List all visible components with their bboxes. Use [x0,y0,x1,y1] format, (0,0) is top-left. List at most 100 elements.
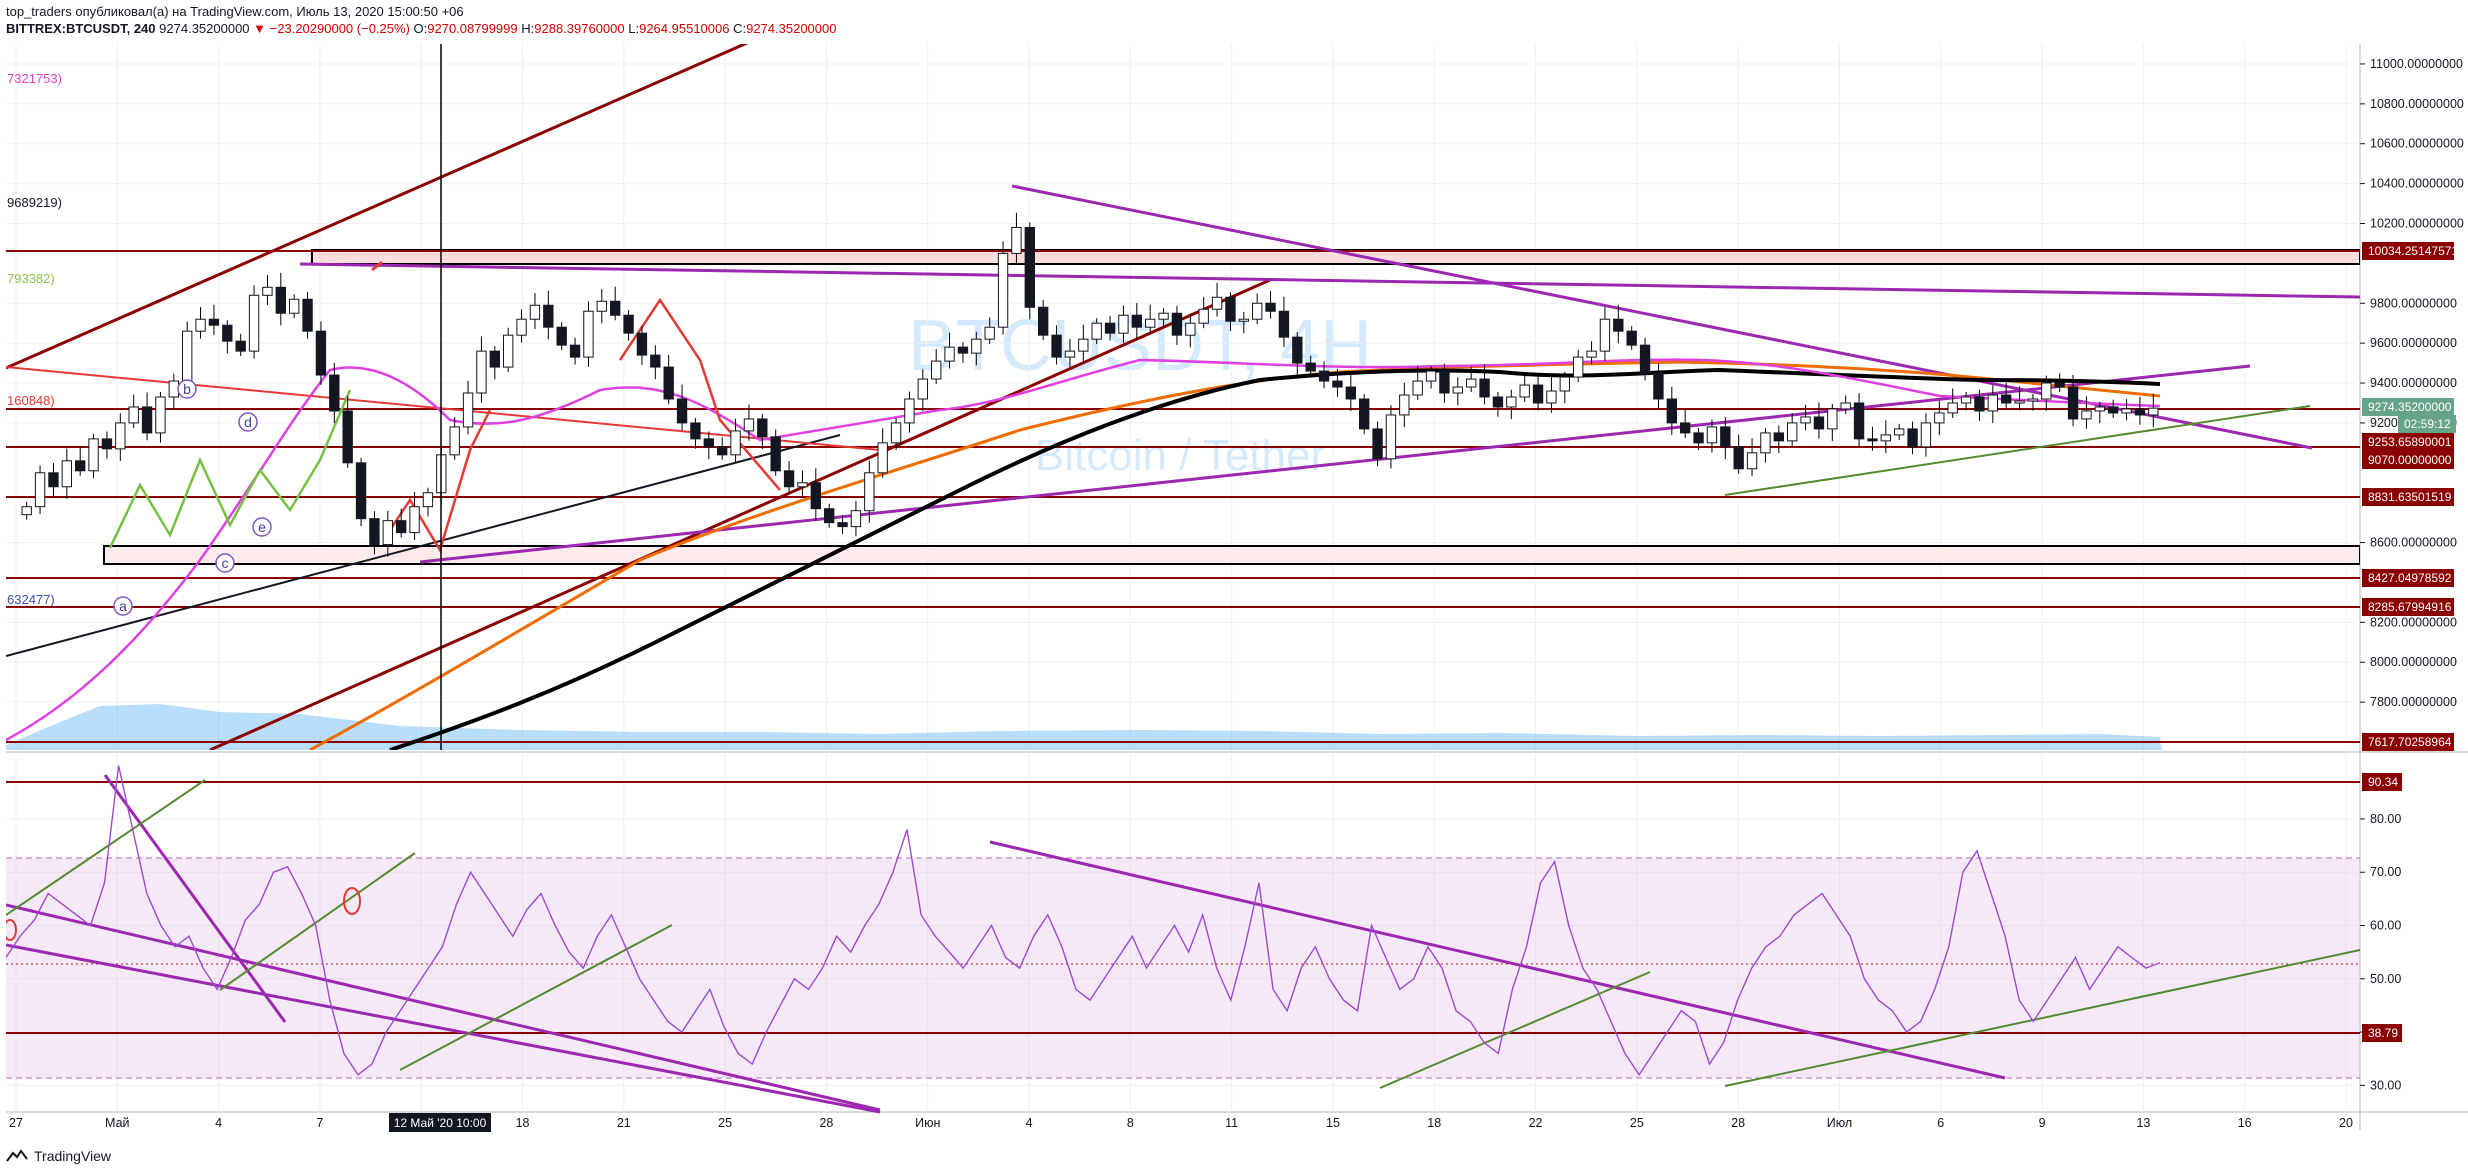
candle [971,331,982,366]
candle [1573,349,1584,383]
last-price: 9274.35200000 [159,21,250,36]
rsi-purple-line-2 [6,943,881,1114]
svg-text:a: a [119,598,127,614]
svg-text:8427.04978592: 8427.04978592 [2368,571,2452,585]
price-tick-label: 10400.00000000 [2370,177,2464,191]
svg-text:90.34: 90.34 [2368,775,2398,789]
black-trendline [6,434,841,657]
candle [195,307,206,339]
candle [1880,420,1891,454]
candle [931,348,942,385]
candle [1479,364,1490,405]
close-label: C: [733,21,747,36]
price-badge: 9253.65890001 [2362,433,2454,451]
candle [837,515,848,535]
svg-text:8285.67994916: 8285.67994916 [2368,600,2452,614]
low-label: L: [628,21,640,36]
candle [208,304,220,335]
candle [1987,385,1998,424]
candle [462,380,474,435]
candle [476,336,487,403]
time-axis[interactable]: 27Май471518212528Июн48111518222528Июл691… [9,1116,2353,1130]
candle [1158,308,1169,327]
candle [115,413,126,462]
svg-text:9274.35200000: 9274.35200000 [2368,400,2452,414]
candle [101,431,113,459]
candle [1867,426,1878,451]
time-tick-label: 18 [1427,1116,1441,1130]
svg-text:c: c [222,555,229,571]
price-badge: 7617.70258964 [2362,733,2454,751]
candle [596,289,607,324]
candle [248,285,260,359]
price-axis[interactable]: 11000.00000000 10800.00000000 10600.000000… [2360,57,2464,709]
rsi-purple-line-4 [103,774,287,1023]
rsi-highlight-circle [343,887,361,915]
horizontal-levels [6,250,2360,743]
candle [1960,392,1972,411]
time-tick-label: 21 [617,1116,631,1130]
candle [1064,338,1076,367]
candle [1265,291,1276,319]
tradingview-logo-icon [6,1149,28,1163]
candle [1733,434,1744,474]
symbol-name[interactable]: BITTREX:BTCUSDT, 240 [6,21,156,36]
candle [1425,366,1437,389]
crosshair-time-label: 12 Май '20 10:00 [394,1116,487,1130]
down-arrow-icon: ▼ [253,21,267,36]
candle [1185,313,1196,348]
candle [1706,419,1718,453]
candle [1586,341,1597,365]
candle [997,241,1009,335]
candle [1024,222,1035,320]
rsi-green-line-4 [1379,971,1651,1089]
candle [770,429,781,476]
sma-black [389,367,2161,750]
rsi-green-line-5 [1724,949,2360,1087]
indicator-label-3: 793382) [7,271,55,286]
time-tick-label: Май [105,1116,130,1130]
price-tick-label: 11000.00000000 [2370,57,2463,71]
candle [1359,394,1370,434]
candle [1145,304,1156,333]
candle [984,317,995,345]
candle [623,310,634,341]
price-tick-label: 9400.00000000 [2370,376,2457,390]
price-badge: 9070.00000000 [2362,451,2454,469]
channel-lower [209,278,1271,750]
candle [1666,386,1677,436]
candle [1305,355,1316,377]
support-box [103,545,2360,565]
candle [88,433,99,479]
rsi-purple-line-1 [6,903,881,1112]
price-tick-label: 10600.00000000 [2370,137,2464,151]
high-value: 9288.39760000 [534,21,625,36]
candle [850,500,862,537]
publish-info: top_traders опубликовал(а) на TradingVie… [6,4,464,19]
candle [235,333,246,357]
candle [1907,421,1918,455]
time-tick-label: 25 [718,1116,732,1130]
candle [1385,405,1397,469]
footer-brand[interactable]: TradingView [6,1148,111,1164]
indicator-label-4: 160848) [7,393,55,408]
candle [1078,324,1089,364]
price-tick-label: 9600.00000000 [2370,336,2457,350]
candle [1813,402,1825,439]
open-label: O: [413,21,428,36]
main-grid [6,44,2360,750]
candle [1760,427,1771,463]
candle [663,354,674,404]
time-tick-label: 16 [2238,1116,2252,1130]
candle [1773,425,1784,454]
candle [396,508,407,538]
rsi-badges: 90.34 38.79 [2362,773,2402,1042]
price-tick-label: 10200.00000000 [2370,216,2464,230]
time-tick-label: 22 [1529,1116,1543,1130]
rsi-grid [6,755,2360,1112]
svg-text:b: b [183,381,191,397]
candle [1920,413,1932,457]
candle [650,345,661,380]
